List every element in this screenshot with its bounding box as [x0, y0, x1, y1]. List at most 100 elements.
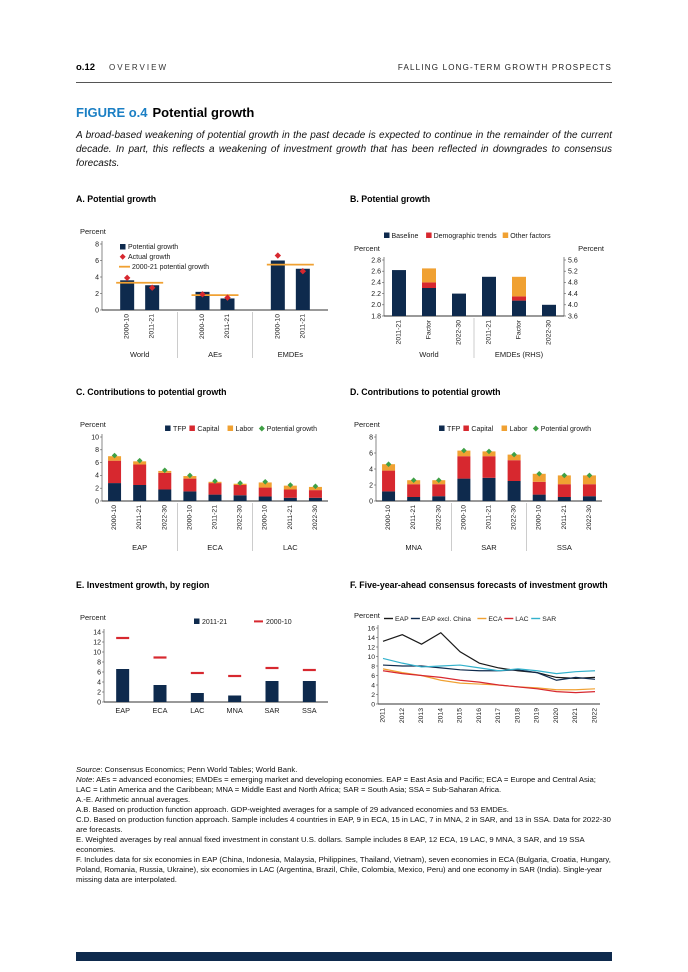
y-tick-label-right: 4.8: [568, 280, 578, 287]
x-tick-label: 2015: [457, 708, 464, 723]
investment-growth-bar: [302, 681, 316, 703]
y-tick-label: 2: [369, 483, 373, 490]
y-tick-label: 14: [93, 630, 101, 637]
legend-swatch: [463, 425, 469, 432]
capital-segment: [407, 484, 421, 498]
tfp-segment: [108, 483, 122, 502]
group-label: LAC: [283, 543, 298, 552]
y-tick-label: 0: [371, 702, 375, 709]
x-tick-label: 2011-21: [149, 314, 156, 339]
x-tick-label: 2022-30: [312, 505, 319, 530]
chart-b-svg: Baseline Demographic trends Other factors P…: [354, 232, 605, 359]
actual-growth-marker: [148, 284, 156, 292]
capital-segment: [208, 483, 222, 495]
panel-f: F. Five-year-ahead consensus forecasts o…: [350, 580, 612, 749]
footnote-line: F. Includes data for six economies in EA…: [76, 855, 611, 885]
demographic-trends-segment: [422, 282, 436, 289]
y-tick-label: 6: [369, 451, 373, 458]
capital-segment: [457, 456, 471, 479]
baseline-bar: [482, 277, 496, 317]
labor-segment: [258, 482, 272, 488]
legend-swatch: [501, 425, 508, 432]
chart-d: Percent 0 2 4 6 8 TFP Capital Labor Potential gro…: [350, 401, 608, 558]
legend-swatch: [426, 232, 432, 239]
y-tick-label: 4: [369, 467, 373, 474]
legend-swatch: [502, 232, 509, 239]
legend-label: Labor: [510, 426, 529, 433]
figure-intro: A broad-based weakening of potential gro…: [76, 130, 612, 169]
note-line: Note: AEs = advanced economies; EMDEs = …: [76, 775, 612, 795]
footnote-line: E. Weighted averages by real annual fixe…: [76, 835, 585, 855]
actual-growth-marker: [274, 252, 282, 260]
group-label: EMDEs: [278, 350, 304, 359]
capital-segment: [158, 473, 172, 490]
y-tick-label: 2.8: [371, 258, 381, 265]
tfp-segment: [432, 496, 446, 502]
note-text: : AEs = advanced economies; EMDEs = emer…: [76, 775, 596, 795]
series-eap: [382, 632, 596, 680]
x-tick-label: 2000-10: [385, 505, 392, 530]
figure-label: FIGURE o.4: [76, 105, 148, 120]
y-tick-label: 2: [95, 291, 99, 298]
legend-swatch: [254, 620, 263, 623]
footnote-line: C.D. Based on production function approa…: [76, 815, 611, 835]
capital-segment: [432, 484, 446, 497]
y-tick-label: 2: [97, 690, 101, 697]
capital-segment: [108, 461, 122, 484]
y-tick-label: 4: [371, 683, 375, 690]
chart-c-svg: Percent 0 2 4 6 8 10 TFP Capital Labor Potential g…: [80, 420, 328, 552]
marker-2000-10: [302, 669, 316, 672]
potential-growth-marker: [511, 452, 517, 458]
y-tick-label: 1.8: [371, 314, 381, 321]
y-tick-label: 2.6: [371, 269, 381, 276]
x-tick-label: 2018: [514, 708, 521, 723]
tfp-segment: [407, 497, 421, 502]
x-tick-label: 2022-30: [237, 505, 244, 530]
x-category-label: EAP: [115, 706, 130, 715]
y-tick-label: 2: [95, 486, 99, 493]
y-tick-label: 6: [95, 258, 99, 265]
tfp-segment: [507, 481, 521, 502]
legend-swatch: [384, 232, 390, 239]
x-tick-label: 2000-10: [536, 505, 543, 530]
capital-segment: [557, 484, 571, 498]
x-tick-label: 2011-21: [287, 505, 294, 530]
capital-segment: [507, 460, 521, 482]
legend-swatch: [120, 244, 126, 250]
tfp-segment: [258, 496, 272, 502]
tfp-segment: [532, 494, 546, 502]
panel-f-title: F. Five-year-ahead consensus forecasts o…: [350, 580, 608, 591]
tfp-segment: [158, 489, 172, 502]
note-label: Note: [76, 775, 93, 785]
potential-growth-bar: [145, 285, 160, 311]
potential-growth-marker: [212, 478, 218, 485]
legend-swatch: [194, 618, 200, 625]
labor-segment: [557, 475, 571, 485]
y-axis-title-right: Percent: [578, 244, 605, 253]
x-tick-label: 2022-30: [586, 505, 593, 530]
tfp-segment: [457, 478, 471, 502]
potential-growth-marker: [111, 453, 118, 459]
panel-d: D. Contributions to potential growth Per…: [350, 387, 612, 558]
legend-label: Labor: [236, 426, 255, 433]
y-tick-label: 10: [91, 435, 99, 442]
page-header-left: o.12 OVERVIEW: [76, 62, 168, 73]
x-tick-label: 2013: [418, 708, 425, 723]
investment-growth-bar: [190, 693, 204, 703]
figure-heading: FIGURE o.4 Potential growth: [76, 105, 612, 120]
page-number: o.12: [76, 62, 96, 73]
legend-label: 2000-21 potential growth: [132, 264, 209, 271]
y-tick-label: 2: [371, 692, 375, 699]
y-tick-label: 8: [371, 664, 375, 671]
y-tick-label: 6: [95, 460, 99, 467]
chart-a: Percent 0 2 4 6 8 2000-10 2011-21 2000-10 2011-21…: [76, 208, 334, 365]
group-label: SSA: [557, 543, 572, 552]
actual-growth-marker: [123, 275, 131, 282]
legend-swatch: [258, 425, 265, 432]
labor-segment: [457, 450, 471, 457]
legend-swatch: [227, 425, 234, 432]
x-tick-label: 2011-21: [136, 505, 143, 530]
capital-segment: [283, 489, 297, 499]
labor-segment: [108, 456, 122, 462]
x-tick-label: 2000-10: [111, 505, 118, 530]
